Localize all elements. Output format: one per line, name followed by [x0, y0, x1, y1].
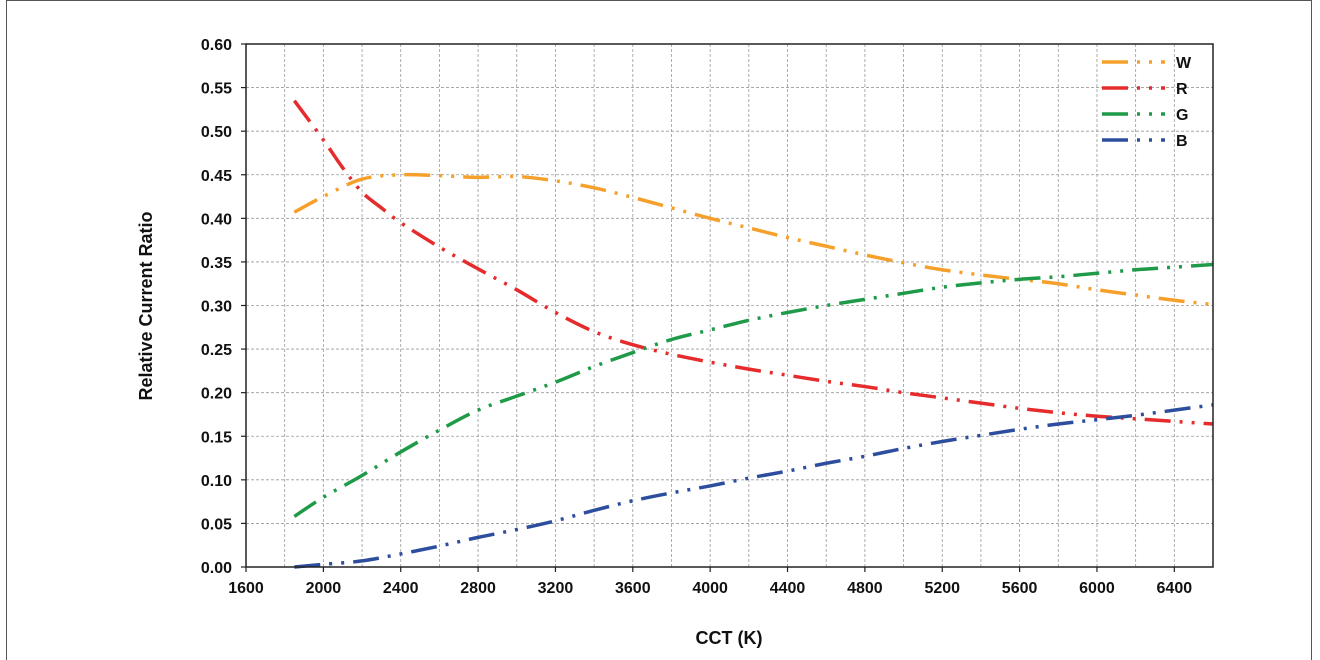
x-tick-label: 4000 — [692, 580, 728, 597]
x-tick-label: 6400 — [1157, 580, 1193, 597]
x-tick-label: 1600 — [228, 580, 264, 597]
legend-label-w: W — [1176, 55, 1192, 72]
y-tick-label: 0.20 — [201, 386, 232, 403]
y-tick-label: 0.00 — [201, 560, 232, 577]
series-lines — [292, 99, 1214, 569]
y-tick-label: 0.40 — [201, 211, 232, 228]
x-tick-label: 5200 — [924, 580, 960, 597]
x-tick-label: 6000 — [1079, 580, 1115, 597]
y-tick-label: 0.50 — [201, 124, 232, 141]
y-tick-label: 0.60 — [201, 37, 232, 54]
legend-label-r: R — [1176, 81, 1188, 98]
legend-label-b: B — [1176, 133, 1188, 150]
y-tick-label: 0.30 — [201, 299, 232, 316]
y-tick-label: 0.55 — [201, 81, 232, 98]
x-tick-label: 2000 — [306, 580, 342, 597]
series-line-r — [292, 99, 1214, 426]
series-line-b — [294, 403, 1214, 569]
x-axis-title: CCT (K) — [696, 628, 763, 648]
x-tick-label: 4400 — [770, 580, 806, 597]
chart-frame — [6, 0, 1312, 660]
y-tick-label: 0.45 — [201, 168, 232, 185]
y-axis-title: Relative Current Ratio — [136, 211, 156, 400]
y-tick-label: 0.35 — [201, 255, 232, 272]
y-tick-label: 0.25 — [201, 342, 232, 359]
grid-lines — [246, 44, 1213, 567]
y-tick-label: 0.10 — [201, 473, 232, 490]
x-tick-label: 2400 — [383, 580, 419, 597]
axis-ticks: 1600 2000 2400 2800 3200 3600 4000 4400 4800 5200… — [201, 37, 1192, 597]
y-tick-label: 0.05 — [201, 516, 232, 533]
series-line-w — [293, 172, 1214, 307]
x-tick-label: 2800 — [460, 580, 496, 597]
series-line-g — [293, 262, 1214, 518]
x-tick-label: 3600 — [615, 580, 651, 597]
legend-label-g: G — [1176, 107, 1188, 124]
x-tick-label: 4800 — [847, 580, 883, 597]
x-tick-label: 5600 — [1002, 580, 1038, 597]
y-tick-label: 0.15 — [201, 429, 232, 446]
x-tick-label: 3200 — [538, 580, 574, 597]
